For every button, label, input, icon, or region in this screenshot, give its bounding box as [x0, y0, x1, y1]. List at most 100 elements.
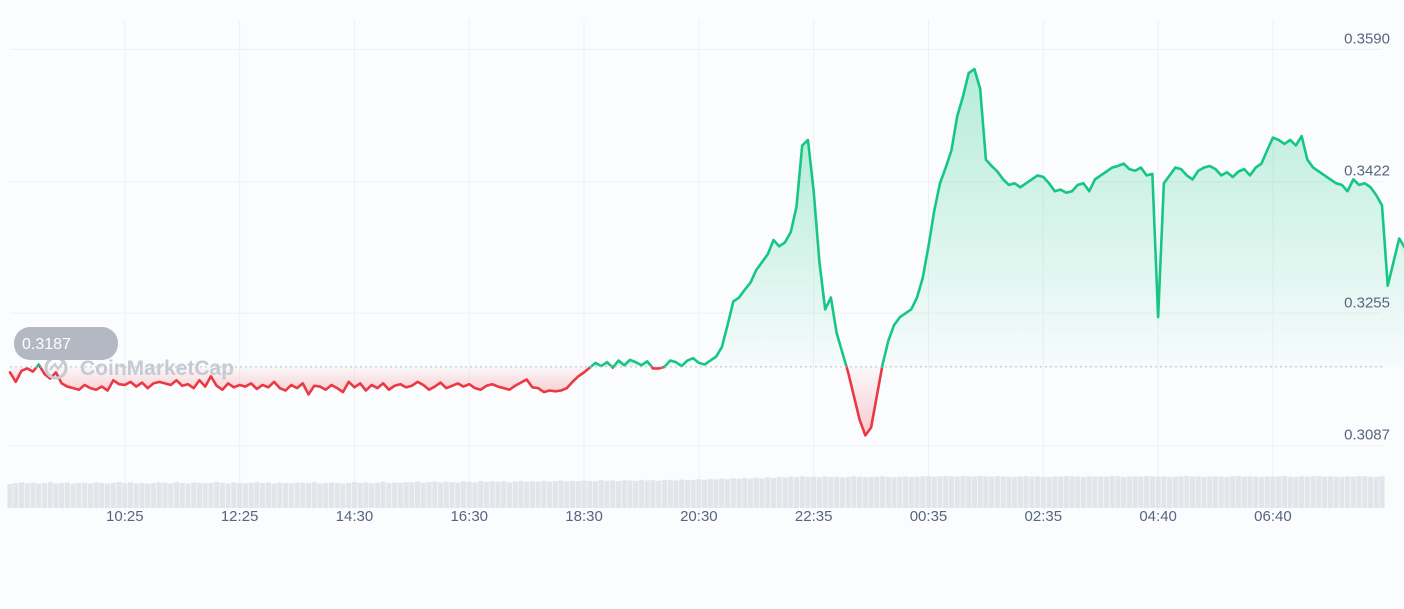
volume-bar — [816, 477, 822, 508]
volume-bar — [1253, 476, 1259, 508]
volume-bar — [1356, 476, 1362, 508]
volume-bar — [1167, 476, 1173, 508]
volume-bar — [765, 477, 771, 508]
volume-bar — [851, 476, 857, 508]
volume-bar — [983, 476, 989, 508]
volume-bar — [460, 481, 467, 508]
volume-bar — [1098, 476, 1104, 508]
x-axis: 10:25 12:25 14:30 16:30 18:30 20:30 22:35 00:35… — [106, 508, 1292, 525]
volume-bar — [828, 476, 834, 508]
volume-bar — [47, 482, 53, 508]
volume-bar — [41, 483, 48, 508]
volume-bar — [323, 482, 329, 508]
volume-bar — [202, 483, 208, 508]
volume-bar — [1063, 476, 1069, 508]
volume-bar — [340, 483, 346, 508]
volume-bar — [575, 481, 581, 508]
volume-bar — [879, 476, 886, 508]
volume-bar — [707, 478, 713, 508]
volume-bar — [742, 477, 748, 508]
volume-bar — [1172, 476, 1178, 508]
price-line-up — [880, 67, 1404, 369]
volume-bar — [1373, 476, 1379, 508]
x-tick-label: 04:40 — [1139, 508, 1177, 525]
volume-bar — [1201, 476, 1207, 508]
volume-bar — [604, 480, 610, 508]
volume-bar — [173, 482, 180, 508]
y-tick-label: 0.3422 — [1344, 163, 1390, 180]
volume-bar — [644, 480, 650, 508]
volume-bar — [1333, 476, 1339, 508]
volume-bar — [633, 480, 639, 508]
area-fill-up — [664, 139, 847, 367]
volume-bar — [254, 482, 260, 508]
volume-bar — [834, 476, 840, 508]
volume-bar — [1276, 476, 1282, 508]
volume-bar — [598, 480, 604, 508]
volume-bar — [1000, 476, 1006, 508]
volume-bar — [868, 476, 874, 508]
volume-bar — [53, 483, 59, 508]
volume-bar — [627, 480, 633, 508]
volume-bar — [1207, 476, 1213, 508]
volume-bar — [506, 482, 513, 508]
volume-bar — [977, 476, 983, 508]
volume-bar — [87, 483, 93, 508]
volume-bar — [179, 483, 185, 508]
volume-bar — [472, 482, 478, 508]
volume-bar — [857, 476, 863, 508]
volume-bar — [248, 482, 254, 508]
volume-bar — [1339, 476, 1345, 508]
volume-bar — [294, 482, 300, 508]
volume-bar — [920, 476, 926, 508]
volume-bar — [196, 482, 203, 508]
volume-bar — [1144, 476, 1150, 508]
volume-bar — [1092, 476, 1098, 508]
volume-bar — [1189, 476, 1196, 508]
volume-bar — [1040, 476, 1046, 508]
volume-bar — [518, 480, 524, 508]
volume-bar — [558, 480, 564, 508]
volume-bar — [105, 483, 111, 508]
volume-bar — [420, 482, 426, 508]
volume-bar — [1178, 476, 1184, 508]
volume-bar — [110, 482, 116, 508]
volume-bar — [1322, 476, 1328, 508]
volume-bar — [271, 483, 277, 508]
volume-bar — [191, 482, 197, 508]
volume-bar — [713, 479, 719, 508]
volume-bar — [650, 480, 656, 508]
volume-bar — [552, 481, 558, 508]
volume-bar — [288, 483, 294, 508]
volume-bar — [30, 482, 36, 508]
price-line-down — [38, 365, 593, 396]
y-tick-label: 0.3255 — [1344, 294, 1390, 311]
volume-bar — [225, 483, 231, 508]
volume-bar — [156, 482, 162, 508]
x-tick-label: 12:25 — [221, 508, 259, 525]
volume-bar — [656, 480, 662, 508]
volume-bar — [621, 480, 627, 508]
volume-bar — [845, 476, 851, 508]
y-tick-label: 0.3590 — [1344, 30, 1390, 47]
volume-bar — [948, 476, 955, 508]
volume-bar — [392, 482, 398, 508]
area-fill-down — [846, 366, 883, 436]
x-tick-label: 00:35 — [910, 508, 948, 525]
volume-bar — [725, 479, 731, 508]
volume-bar — [592, 481, 599, 508]
volume-bar — [673, 480, 679, 508]
volume-bar — [1310, 476, 1316, 508]
volume-bar — [300, 482, 306, 508]
volume-bar — [168, 483, 174, 508]
volume-bar — [1230, 476, 1236, 508]
volume-bar — [305, 483, 312, 508]
volume-bar — [564, 481, 570, 508]
volume-bar — [334, 483, 340, 508]
volume-bar — [1212, 476, 1219, 508]
volume-bar — [82, 482, 88, 508]
volume-bar — [914, 476, 920, 508]
volume-bar — [1149, 476, 1155, 508]
